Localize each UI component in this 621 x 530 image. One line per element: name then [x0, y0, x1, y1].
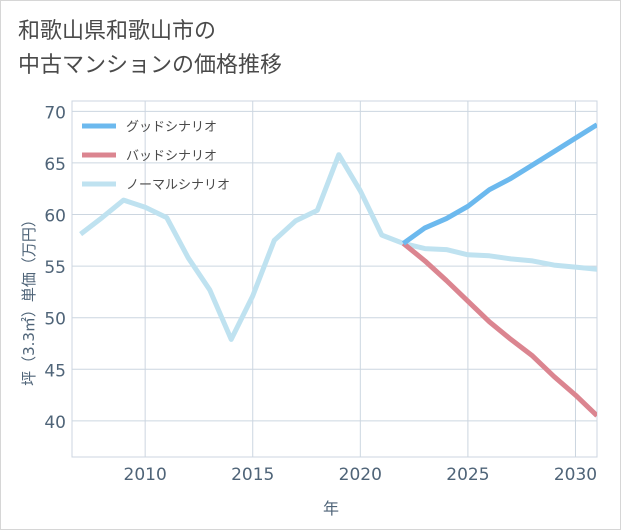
- axes: 40 45 50 55 60 65 70 2010 2015 2020 2025 2030: [44, 103, 597, 485]
- chart-title-line1: 和歌山県和歌山市の: [18, 19, 217, 44]
- grid-lines: [71, 100, 598, 458]
- y-tick-label: 65: [44, 155, 66, 175]
- series-line-good: [401, 122, 597, 246]
- x-tick-label: 2020: [339, 465, 382, 485]
- y-tick-label: 40: [44, 413, 66, 433]
- series-line-normal: [79, 152, 597, 342]
- series-lines: [79, 122, 597, 418]
- y-tick-label: 50: [44, 310, 66, 330]
- y-axis-label: 坪（3.3㎡）単価（万円）: [20, 212, 38, 386]
- legend-label-good: グッドシナリオ: [126, 120, 217, 135]
- y-tick-label: 60: [44, 207, 66, 227]
- x-axis-label: 年: [323, 499, 339, 518]
- legend-label-normal: ノーマルシナリオ: [126, 178, 230, 193]
- x-tick-label: 2030: [554, 465, 597, 485]
- x-tick-label: 2010: [124, 465, 167, 485]
- x-tick-label: 2025: [446, 465, 489, 485]
- series-line-bad: [401, 241, 597, 418]
- y-tick-label: 70: [44, 103, 66, 123]
- plot-area: [71, 100, 598, 458]
- chart-title-line2: 中古マンションの価格推移: [18, 53, 283, 78]
- y-tick-label: 55: [44, 258, 66, 278]
- x-tick-label: 2015: [231, 465, 274, 485]
- legend-label-bad: バッドシナリオ: [126, 149, 217, 164]
- y-tick-label: 45: [44, 361, 66, 381]
- chart-title: 和歌山県和歌山市の 中古マンションの価格推移: [18, 15, 282, 83]
